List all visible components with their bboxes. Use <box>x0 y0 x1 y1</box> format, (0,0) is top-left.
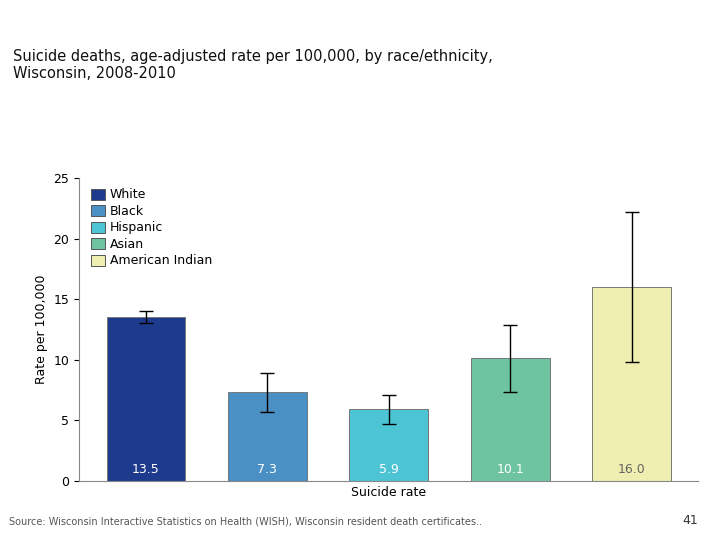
Text: 16.0: 16.0 <box>618 463 646 476</box>
Bar <box>228 392 307 481</box>
Text: Mental health among adults and youth: Mental health among adults and youth <box>407 12 711 26</box>
Text: Suicide deaths, age-adjusted rate per 100,000, by race/ethnicity,
Wisconsin, 200: Suicide deaths, age-adjusted rate per 10… <box>13 49 492 82</box>
Bar <box>592 287 671 481</box>
Text: 10.1: 10.1 <box>496 463 524 476</box>
Bar <box>107 318 186 481</box>
Y-axis label: Rate per 100,000: Rate per 100,000 <box>35 275 48 384</box>
Text: 41: 41 <box>683 514 698 526</box>
Legend: White, Black, Hispanic, Asian, American Indian: White, Black, Hispanic, Asian, American … <box>89 186 215 270</box>
Text: 7.3: 7.3 <box>258 463 277 476</box>
Text: MENTAL HEALTH: MENTAL HEALTH <box>9 12 136 26</box>
Bar <box>471 359 549 481</box>
Text: 5.9: 5.9 <box>379 463 399 476</box>
Bar <box>349 409 428 481</box>
Text: 13.5: 13.5 <box>132 463 160 476</box>
Text: Source: Wisconsin Interactive Statistics on Health (WISH), Wisconsin resident de: Source: Wisconsin Interactive Statistics… <box>9 516 482 526</box>
X-axis label: Suicide rate: Suicide rate <box>351 486 426 499</box>
